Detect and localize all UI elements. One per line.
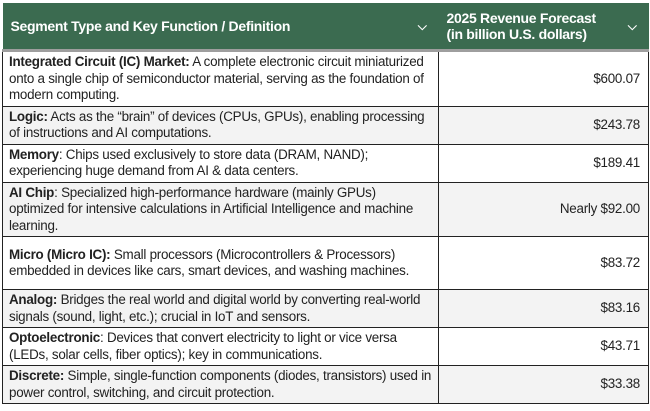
column-header-segment[interactable]: Segment Type and Key Function / Definiti… <box>2 3 439 52</box>
segment-term: Optoelectronic <box>9 330 100 345</box>
forecast-value: $189.41 <box>438 143 649 183</box>
segment-definition: : Chips used exclusively to store data (… <box>9 146 369 179</box>
segment-cell: Discrete: Simple, single-function compon… <box>2 365 439 404</box>
segment-cell: Optoelectronic: Devices that convert ele… <box>2 327 439 366</box>
forecast-value: $43.71 <box>438 327 649 366</box>
table-row: Integrated Circuit (IC) Market: A comple… <box>2 50 649 107</box>
segment-term: Integrated Circuit (IC) Market: <box>9 54 190 69</box>
column-header-label: 2025 Revenue Forecast (in billion U.S. d… <box>446 10 597 42</box>
segment-term: Memory <box>9 146 59 162</box>
table-row: Memory: Chips used exclusively to store … <box>2 143 649 183</box>
segment-cell: Integrated Circuit (IC) Market: A comple… <box>2 50 439 107</box>
table-row: Logic: Acts as the “brain” of devices (C… <box>2 105 649 145</box>
forecast-value: $243.78 <box>438 105 649 145</box>
revenue-table: Segment Type and Key Function / Definiti… <box>2 3 649 404</box>
forecast-value: $83.16 <box>438 289 649 328</box>
header-row: Segment Type and Key Function / Definiti… <box>2 3 649 52</box>
forecast-value: Nearly $92.00 <box>438 181 649 237</box>
column-header-label: Segment Type and Key Function / Definiti… <box>10 18 291 34</box>
table-row: Micro (Micro IC): Small processors (Micr… <box>2 236 649 290</box>
segment-definition: Bridges the real world and digital world… <box>9 292 421 324</box>
segment-definition: Simple, single-function components (diod… <box>9 368 432 400</box>
segment-cell: Micro (Micro IC): Small processors (Micr… <box>2 236 439 290</box>
segment-cell: Analog: Bridges the real world and digit… <box>2 289 439 328</box>
segment-cell: Memory: Chips used exclusively to store … <box>2 143 439 183</box>
forecast-value: $600.07 <box>438 50 649 107</box>
segment-term: Discrete: <box>9 368 65 383</box>
table-row: Optoelectronic: Devices that convert ele… <box>2 327 649 366</box>
segment-cell: AI Chip: Specialized high-performance ha… <box>2 181 439 237</box>
segment-definition: : Devices that convert electricity to li… <box>9 330 397 362</box>
table-row: Analog: Bridges the real world and digit… <box>2 289 649 328</box>
segment-term: Analog: <box>9 292 58 307</box>
forecast-value: $33.38 <box>438 365 649 404</box>
segment-definition: Acts as the “brain” of devices (CPUs, GP… <box>9 108 425 141</box>
segment-cell: Logic: Acts as the “brain” of devices (C… <box>2 105 439 145</box>
chevron-down-icon[interactable]: ⌵ <box>627 19 637 33</box>
segment-term: AI Chip <box>9 184 55 200</box>
segment-term: Micro (Micro IC): <box>9 246 111 262</box>
table-row: Discrete: Simple, single-function compon… <box>2 365 649 404</box>
forecast-value: $83.72 <box>438 236 649 290</box>
segment-definition: : Specialized high-performance hardware … <box>9 184 414 233</box>
segment-definition: Small processors (Microcontrollers & Pro… <box>9 246 410 279</box>
segment-term: Logic: <box>9 108 48 124</box>
revenue-table-container: Segment Type and Key Function / Definiti… <box>2 3 649 404</box>
table-row: AI Chip: Specialized high-performance ha… <box>2 181 649 237</box>
column-header-forecast[interactable]: 2025 Revenue Forecast (in billion U.S. d… <box>438 3 649 52</box>
segment-definition: A complete electronic circuit miniaturiz… <box>9 54 424 102</box>
chevron-down-icon[interactable]: ⌵ <box>417 19 427 33</box>
